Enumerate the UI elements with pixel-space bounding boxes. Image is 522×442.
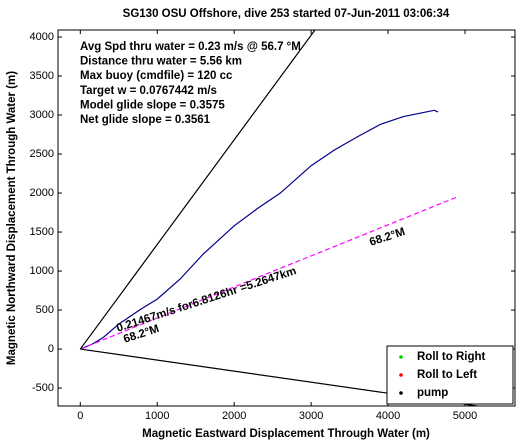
x-tick-label: 4000 bbox=[376, 410, 400, 422]
y-tick-label: 0 bbox=[48, 343, 54, 355]
legend-marker bbox=[399, 373, 403, 377]
annotation: Target w = 0.0767442 m/s bbox=[80, 85, 217, 97]
annotation: Model glide slope = 0.3575 bbox=[80, 99, 225, 111]
legend-marker bbox=[399, 391, 403, 395]
data-line bbox=[80, 196, 458, 350]
x-tick-label: 5000 bbox=[453, 410, 477, 422]
plot-area bbox=[57, 29, 516, 407]
legend-label: pump bbox=[417, 387, 448, 399]
annotation: Distance thru water = 5.56 km bbox=[80, 56, 242, 68]
y-tick-label: 1500 bbox=[30, 226, 54, 238]
y-tick-label: 3500 bbox=[30, 70, 54, 82]
x-tick-label: 0 bbox=[77, 410, 83, 422]
data-line bbox=[79, 30, 316, 350]
annotation: Avg Spd thru water = 0.23 m/s @ 56.7 °M bbox=[80, 41, 301, 53]
x-axis-label: Magnetic Eastward Displacement Through W… bbox=[142, 428, 430, 440]
chart-title: SG130 OSU Offshore, dive 253 started 07-… bbox=[123, 8, 450, 20]
y-tick-label: 2500 bbox=[30, 148, 54, 160]
y-tick-label: 500 bbox=[36, 304, 54, 316]
y-tick-label: 4000 bbox=[30, 31, 54, 43]
data-line bbox=[80, 109, 439, 350]
annotation: Net glide slope = 0.3561 bbox=[80, 114, 211, 126]
legend-box bbox=[386, 345, 514, 405]
y-axis-label: Magnetic Northward Displacement Through … bbox=[6, 71, 18, 365]
legend-label: Roll to Left bbox=[417, 369, 477, 381]
plot-layer bbox=[79, 30, 482, 406]
legend-marker bbox=[399, 355, 403, 359]
y-tick-label: -500 bbox=[32, 382, 54, 394]
x-tick-label: 3000 bbox=[299, 410, 323, 422]
y-tick-label: 3000 bbox=[30, 109, 54, 121]
y-tick-label: 2000 bbox=[30, 187, 54, 199]
x-tick-label: 2000 bbox=[222, 410, 246, 422]
annotation: Max buoy (cmdfile) = 120 cc bbox=[80, 70, 233, 82]
x-tick-label: 1000 bbox=[145, 410, 169, 422]
legend-label: Roll to Right bbox=[417, 351, 486, 363]
y-tick-label: 1000 bbox=[30, 265, 54, 277]
